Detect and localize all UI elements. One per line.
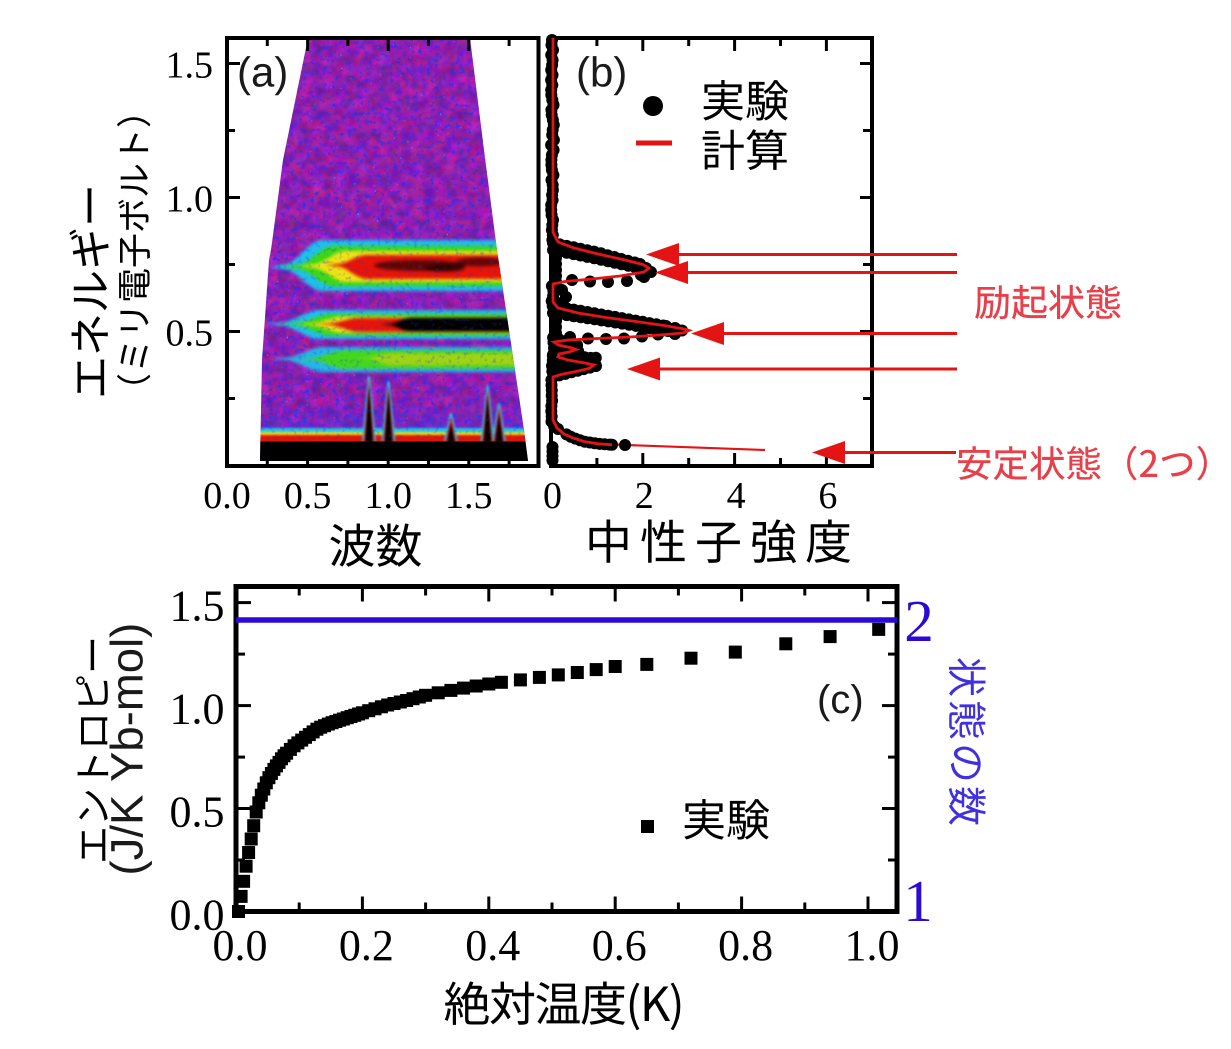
svg-text:6: 6 [818,475,837,517]
svg-text:1: 1 [903,868,933,934]
svg-text:0.5: 0.5 [284,475,332,517]
svg-text:1.5: 1.5 [166,45,214,87]
svg-text:1.0: 1.0 [845,921,900,970]
svg-text:0.5: 0.5 [166,313,214,355]
svg-text:1.5: 1.5 [170,582,225,631]
svg-text:0.8: 0.8 [718,921,773,970]
svg-text:0.5: 0.5 [170,788,225,837]
svg-text:1.0: 1.0 [170,685,225,734]
svg-text:0.0: 0.0 [203,475,251,517]
svg-text:1.5: 1.5 [445,475,493,517]
svg-text:0.0: 0.0 [213,921,268,970]
svg-text:0: 0 [543,475,562,517]
svg-text:0.0: 0.0 [170,891,225,940]
svg-text:2: 2 [635,475,654,517]
svg-text:0.4: 0.4 [465,921,520,970]
svg-text:1.0: 1.0 [364,475,412,517]
svg-text:0.6: 0.6 [592,921,647,970]
svg-text:2: 2 [904,588,934,654]
svg-text:1.0: 1.0 [166,179,214,221]
svg-text:0.2: 0.2 [339,921,394,970]
svg-text:4: 4 [727,475,746,517]
